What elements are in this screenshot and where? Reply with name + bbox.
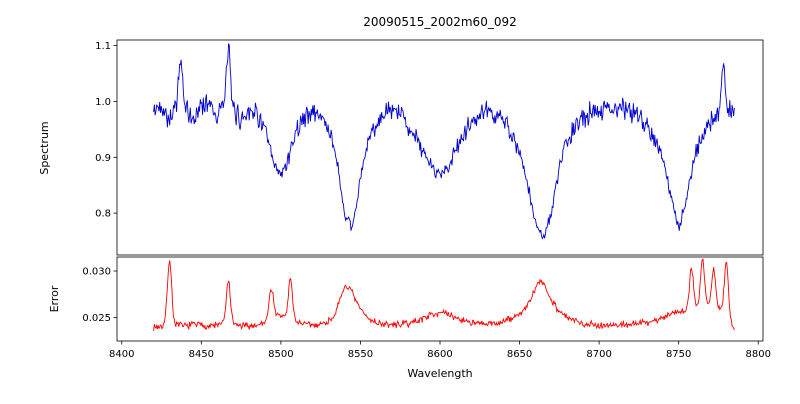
x-tick-label: 8800 (746, 349, 771, 360)
spectrum-y-axis-label: Spectrum (38, 121, 51, 174)
spectrum-panel-frame (116, 39, 764, 256)
x-tick-label: 8750 (666, 349, 691, 360)
x-axis-label: Wavelength (407, 367, 472, 380)
error-y-tick-label: 0.030 (82, 267, 111, 278)
x-tick-label: 8550 (348, 349, 373, 360)
error-y-axis-label: Error (48, 285, 61, 312)
spectrum-y-tick-label: 0.8 (95, 209, 111, 220)
x-tick-label: 8700 (586, 349, 611, 360)
error-line (153, 258, 735, 331)
spectrum-y-tick-label: 0.9 (95, 153, 111, 164)
spectrum-y-tick-label: 1.1 (95, 41, 111, 52)
x-tick-label: 8650 (507, 349, 532, 360)
spectrum-y-tick-label: 1.0 (95, 97, 111, 108)
spectrum-line (153, 43, 735, 240)
x-tick-label: 8450 (189, 349, 214, 360)
chart-title: 20090515_2002m60_092 (363, 15, 516, 29)
x-tick-label: 8500 (268, 349, 293, 360)
error-y-tick-label: 0.025 (82, 313, 111, 324)
x-tick-label: 8400 (109, 349, 134, 360)
x-tick-label: 8600 (427, 349, 452, 360)
plot-area: 0.8 0.9 1.0 1.1 0.025 0.030 8400 8450 8500 8550 86… (82, 39, 771, 360)
error-panel-frame (116, 256, 764, 342)
